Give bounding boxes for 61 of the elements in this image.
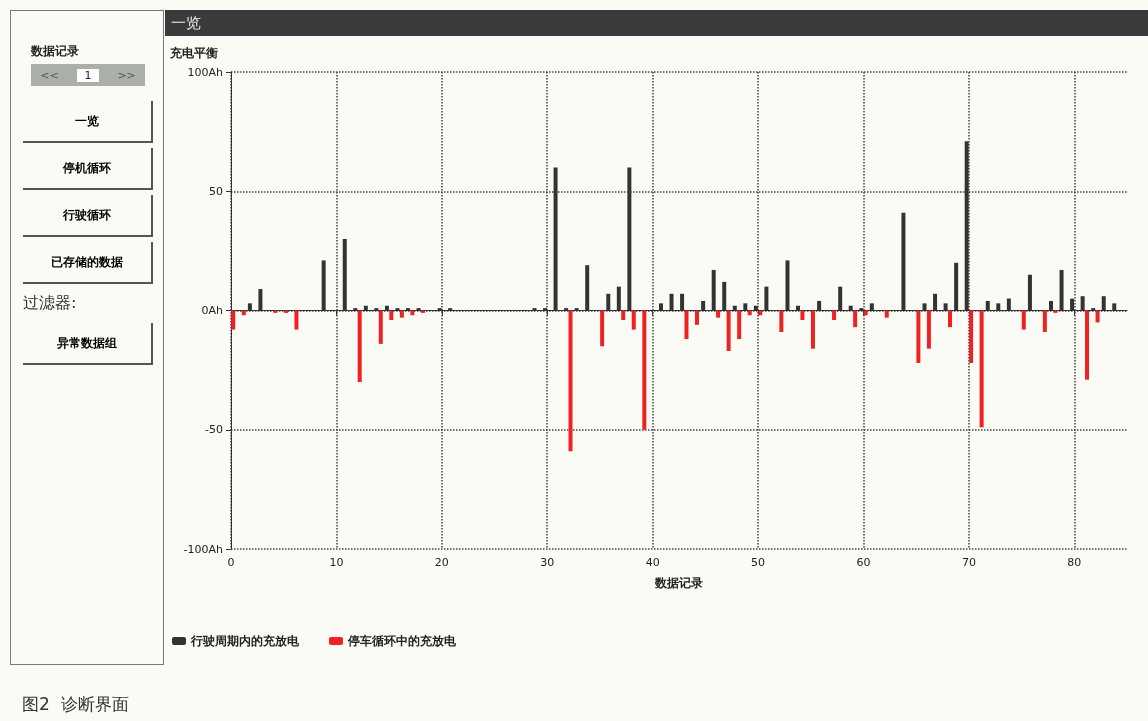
bar [1095,310,1100,323]
bar [631,310,636,330]
bar [357,310,362,383]
bar [726,310,731,352]
text: 异常数据组 [23,323,153,365]
text: 一览 [23,101,153,143]
bar [389,310,394,321]
bar [1021,310,1026,330]
bar [1042,310,1047,332]
bar [832,310,837,321]
x-tick-label: 0 [227,556,235,569]
bar [378,310,383,344]
bar [1085,310,1090,380]
text: 过滤器: [23,293,77,314]
x-tick-label: 40 [645,556,660,569]
bar [969,310,974,363]
text: << [40,68,59,82]
bar [926,310,931,349]
bar [779,310,784,332]
bar [294,310,299,330]
bar [810,310,815,349]
text: >> [117,68,136,82]
text: 行驶循环 [23,195,153,237]
x-tick-label: 20 [434,556,449,569]
y-tick-label: -50 [205,423,223,437]
legend-label: 停车循环中的充放电 [347,634,457,648]
bar [853,310,858,328]
y-tick-label: 50 [209,184,223,198]
bar [600,310,605,347]
bar [684,310,689,340]
bar [948,310,952,328]
bar [737,310,742,340]
x-tick-label: 50 [751,556,766,569]
bar [979,310,984,428]
x-axis-title: 数据记录 [654,576,703,590]
bar [621,310,626,321]
x-tick-label: 80 [1067,556,1082,569]
chart-title: 充电平衡 [169,46,218,60]
text: 已存储的数据 [23,242,153,284]
x-tick-label: 30 [540,556,555,569]
chart-subtitle: 一览 [165,10,1148,36]
y-tick-label: 0Ah [201,304,224,317]
legend-label: 行驶周期内的充放电 [190,634,300,648]
bar [716,310,721,318]
bar [568,310,573,452]
y-tick-label: -100Ah [183,542,224,556]
text: 停机循环 [23,148,153,190]
text: 数据记录 [31,43,79,60]
x-tick-label: 10 [329,556,344,569]
bar [884,310,889,318]
text: 1 [77,68,99,82]
x-tick-label: 60 [856,556,871,569]
bar [642,310,647,430]
bar [231,310,236,330]
x-tick-label: 70 [961,556,976,569]
bar [399,310,404,318]
y-tick-label: 100Ah [187,65,224,79]
bar [695,310,700,325]
bar [800,310,805,321]
caption: 图2 诊断界面 [22,693,129,716]
bar [916,310,921,363]
